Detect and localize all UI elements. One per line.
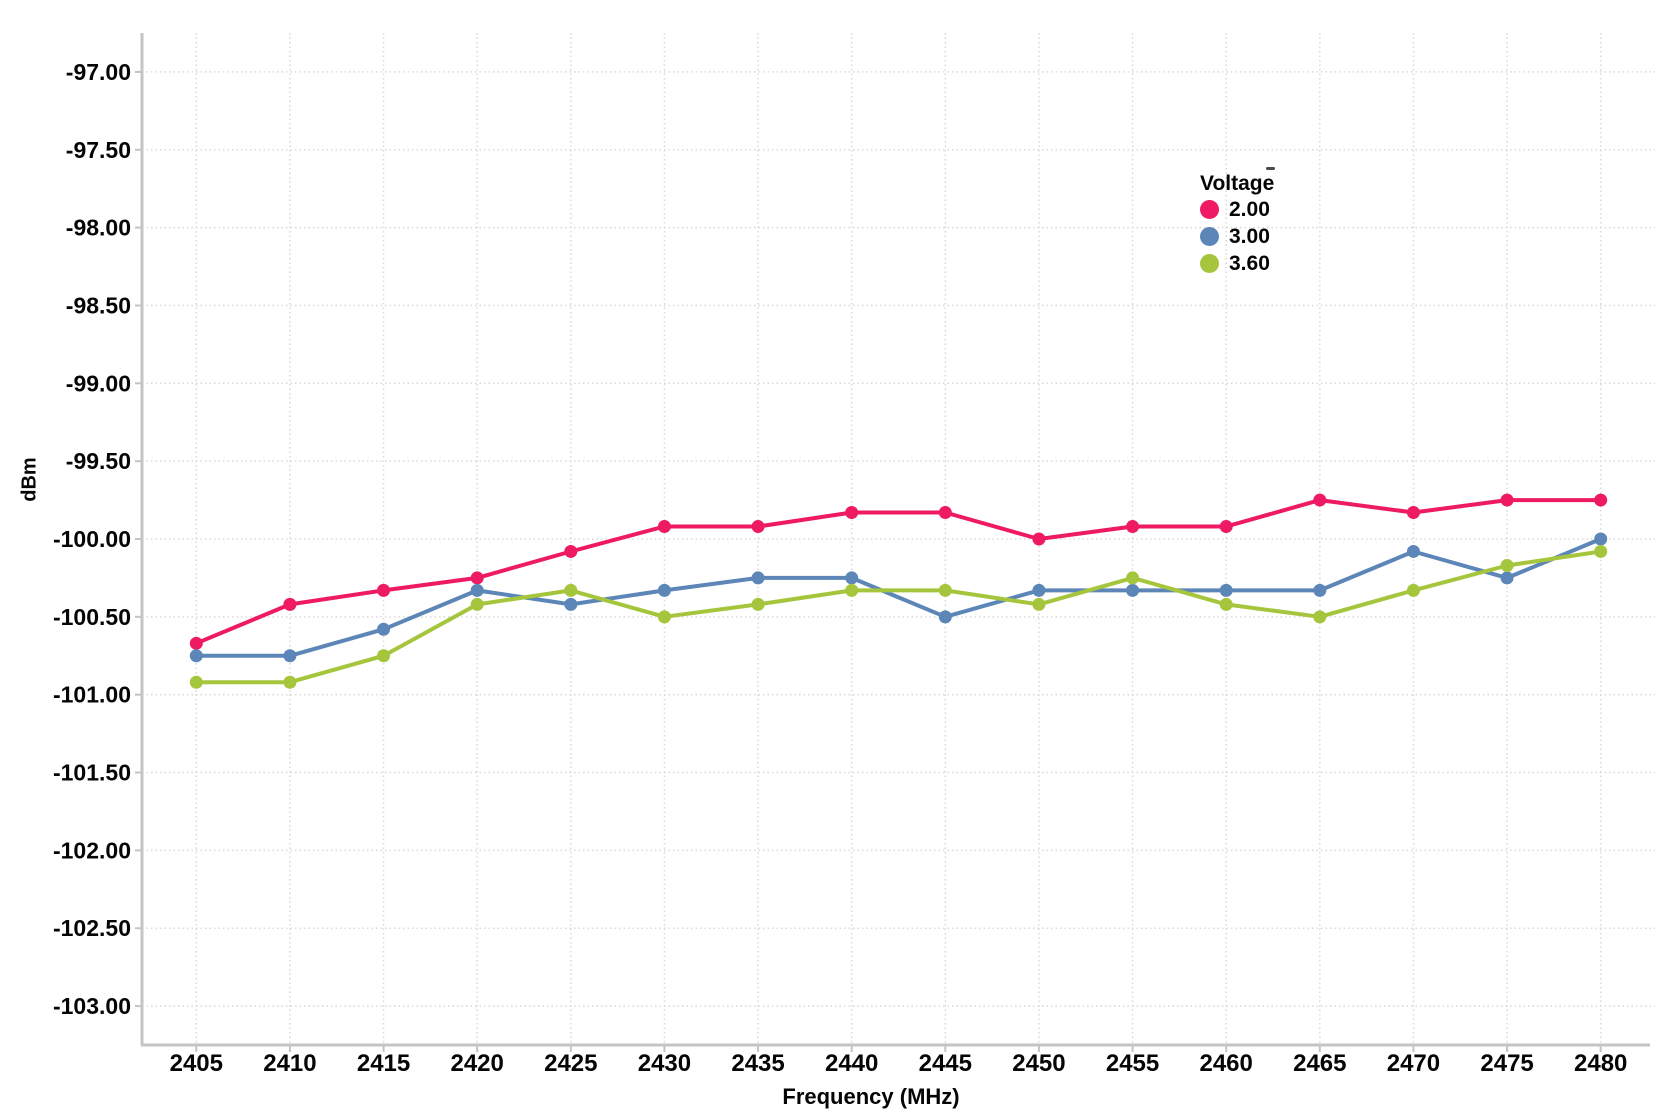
y-tick-label: -97.00 <box>66 59 131 85</box>
data-point-3.00-2480[interactable] <box>1594 532 1608 546</box>
data-point-2.00-2405[interactable] <box>189 636 203 650</box>
legend-swatch-icon[interactable] <box>1200 254 1219 273</box>
data-point-3.00-2445[interactable] <box>938 610 952 624</box>
data-point-3.60-2460[interactable] <box>1219 597 1233 611</box>
data-point-3.00-2455[interactable] <box>1126 583 1140 597</box>
legend-collapse-dash[interactable] <box>1266 167 1275 170</box>
data-point-3.60-2480[interactable] <box>1594 544 1608 558</box>
data-point-3.00-2435[interactable] <box>751 571 765 585</box>
data-point-3.00-2415[interactable] <box>377 622 391 636</box>
data-point-2.00-2410[interactable] <box>283 597 297 611</box>
data-point-2.00-2435[interactable] <box>751 520 765 534</box>
x-tick-label: 2445 <box>919 1050 972 1077</box>
y-tick-label: -98.00 <box>66 215 131 241</box>
data-point-3.60-2415[interactable] <box>377 649 391 663</box>
x-tick-label: 2420 <box>450 1050 503 1077</box>
legend-title: Voltage <box>1200 172 1275 195</box>
data-point-3.60-2465[interactable] <box>1313 610 1327 624</box>
series-line-3.60 <box>194 549 1603 685</box>
data-point-3.60-2435[interactable] <box>751 597 765 611</box>
series-line-3.00 <box>194 537 1603 658</box>
x-tick-label: 2465 <box>1293 1050 1346 1077</box>
x-tick-label: 2415 <box>357 1050 410 1077</box>
x-tick-label: 2440 <box>825 1050 878 1077</box>
data-point-3.00-2410[interactable] <box>283 649 297 663</box>
data-point-3.60-2445[interactable] <box>938 583 952 597</box>
x-tick-label: 2470 <box>1387 1050 1440 1077</box>
data-point-2.00-2445[interactable] <box>938 506 952 520</box>
data-point-2.00-2455[interactable] <box>1126 520 1140 534</box>
data-point-3.00-2420[interactable] <box>470 583 484 597</box>
data-point-3.00-2460[interactable] <box>1219 583 1233 597</box>
data-point-3.00-2470[interactable] <box>1406 544 1420 558</box>
data-point-3.00-2430[interactable] <box>657 583 671 597</box>
data-point-3.60-2420[interactable] <box>470 597 484 611</box>
y-tick-label: -99.50 <box>66 448 131 474</box>
y-tick-label: -98.50 <box>66 292 131 318</box>
y-tick-label: -100.00 <box>53 526 131 552</box>
series-line-2.00 <box>194 498 1603 646</box>
data-point-2.00-2470[interactable] <box>1406 506 1420 520</box>
data-point-2.00-2450[interactable] <box>1032 532 1046 546</box>
data-point-2.00-2460[interactable] <box>1219 520 1233 534</box>
data-point-2.00-2415[interactable] <box>377 583 391 597</box>
data-point-3.60-2425[interactable] <box>564 583 578 597</box>
legend-item-2.00[interactable]: 2.00 <box>1200 196 1274 223</box>
data-point-3.60-2450[interactable] <box>1032 597 1046 611</box>
legend: Voltage 2.00 3.00 3.60 <box>1200 166 1275 277</box>
x-tick-label: 2455 <box>1106 1050 1159 1077</box>
data-point-2.00-2480[interactable] <box>1594 493 1608 507</box>
data-point-3.60-2440[interactable] <box>845 583 859 597</box>
y-tick-label: -102.00 <box>53 837 131 863</box>
legend-swatch-icon[interactable] <box>1200 227 1219 246</box>
x-tick-label: 2405 <box>170 1050 223 1077</box>
legend-item-3.60[interactable]: 3.60 <box>1200 250 1274 277</box>
y-tick-label: -99.00 <box>66 370 131 396</box>
legend-item-3.00[interactable]: 3.00 <box>1200 223 1274 250</box>
data-point-3.00-2475[interactable] <box>1500 571 1514 585</box>
data-point-2.00-2440[interactable] <box>845 506 859 520</box>
legend-items: 2.00 3.00 3.60 <box>1200 196 1274 277</box>
y-tick-label: -100.50 <box>53 604 131 630</box>
x-tick-label: 2460 <box>1199 1050 1252 1077</box>
x-tick-label: 2425 <box>544 1050 597 1077</box>
data-point-2.00-2430[interactable] <box>657 520 671 534</box>
legend-item-label: 3.00 <box>1229 225 1270 248</box>
x-tick-label: 2475 <box>1480 1050 1533 1077</box>
legend-item-label: 2.00 <box>1229 198 1270 221</box>
legend-item-label: 3.60 <box>1229 252 1270 275</box>
data-point-2.00-2425[interactable] <box>564 544 578 558</box>
data-point-3.00-2405[interactable] <box>189 649 203 663</box>
y-tick-label: -97.50 <box>66 137 131 163</box>
data-point-2.00-2465[interactable] <box>1313 493 1327 507</box>
x-tick-label: 2480 <box>1574 1050 1627 1077</box>
data-point-3.60-2470[interactable] <box>1406 583 1420 597</box>
data-point-2.00-2475[interactable] <box>1500 493 1514 507</box>
x-tick-label: 2430 <box>638 1050 691 1077</box>
data-point-3.00-2465[interactable] <box>1313 583 1327 597</box>
y-tick-label: -102.50 <box>53 915 131 941</box>
data-point-3.00-2440[interactable] <box>845 571 859 585</box>
y-tick-label: -103.00 <box>53 993 131 1019</box>
x-axis-title: Frequency (MHz) <box>782 1084 960 1109</box>
x-tick-label: 2450 <box>1012 1050 1065 1077</box>
y-tick-label: -101.00 <box>53 682 131 708</box>
data-point-3.60-2410[interactable] <box>283 675 297 689</box>
y-tick-label: -101.50 <box>53 760 131 786</box>
data-point-3.00-2450[interactable] <box>1032 583 1046 597</box>
data-point-3.60-2430[interactable] <box>657 610 671 624</box>
data-point-3.60-2455[interactable] <box>1126 571 1140 585</box>
data-point-3.00-2425[interactable] <box>564 597 578 611</box>
legend-swatch-icon[interactable] <box>1200 200 1219 219</box>
x-tick-label: 2410 <box>263 1050 316 1077</box>
x-tick-label: 2435 <box>731 1050 784 1077</box>
data-point-3.60-2475[interactable] <box>1500 558 1514 572</box>
data-point-3.60-2405[interactable] <box>189 675 203 689</box>
data-point-2.00-2420[interactable] <box>470 571 484 585</box>
y-axis-title: dBm <box>18 457 41 502</box>
